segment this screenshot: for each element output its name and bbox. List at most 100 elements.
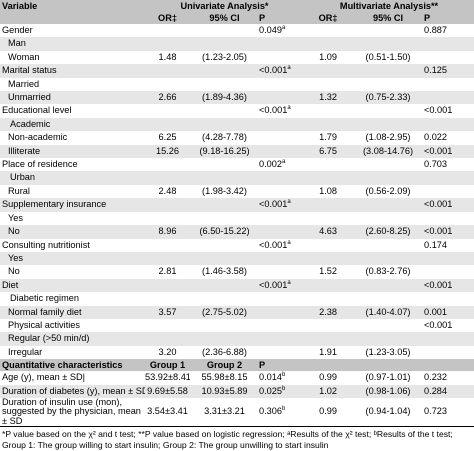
table-row: Yes xyxy=(0,251,474,266)
multivariate-ci xyxy=(352,104,425,118)
multivariate-or xyxy=(304,37,353,51)
multivariate-p xyxy=(424,91,474,105)
multivariate-p xyxy=(424,117,474,132)
row-label: Consulting nutritionist xyxy=(0,238,145,252)
univariate-or xyxy=(145,198,190,212)
univariate-p-superscript: a xyxy=(287,105,291,112)
univariate-p xyxy=(259,117,305,132)
multivariate-ci: (0.75-2.33) xyxy=(352,91,425,105)
multivariate-ci xyxy=(352,37,425,51)
univariate-or xyxy=(145,24,190,38)
table-row: Age (y), mean ± SD| 53.92±8.41 55.98±8.15 0… xyxy=(0,371,474,385)
multivariate-ci: (0.98-1.06) xyxy=(352,384,425,398)
header-univariate-or: OR‡ xyxy=(145,12,190,24)
row-label: Marital status xyxy=(0,64,145,78)
univariate-ci xyxy=(190,318,259,333)
univariate-p-superscript: b xyxy=(282,372,286,379)
univariate-or xyxy=(145,251,190,266)
univariate-p xyxy=(259,37,305,51)
multivariate-ci: (0.51-1.50) xyxy=(352,50,425,65)
multivariate-or: 1.32 xyxy=(304,91,353,105)
multivariate-or: 1.02 xyxy=(304,384,353,398)
univariate-p: <0.001a xyxy=(259,198,305,212)
univariate-p-value: <0.001 xyxy=(259,239,288,250)
table-row: Rural 2.48 (1.98-3.42) 1.08 (0.56-2.09) xyxy=(0,184,474,199)
univariate-p xyxy=(259,265,305,279)
row-label: Irregular xyxy=(0,345,145,360)
multivariate-p: <0.001 xyxy=(424,104,474,118)
univariate-or xyxy=(145,117,190,132)
univariate-p-superscript: a xyxy=(282,24,286,31)
header-blank xyxy=(352,359,425,372)
multivariate-ci: (1.08-2.95) xyxy=(352,131,425,145)
univariate-p: 0.049a xyxy=(259,24,305,38)
table-row: Illiterate 15.26 (9.18-16.25) 6.75 (3.08-14.… xyxy=(0,144,474,159)
univariate-p: <0.001a xyxy=(259,278,305,293)
multivariate-p-value: <0.001 xyxy=(424,319,453,330)
univariate-or xyxy=(145,211,190,226)
table-row: Gender 0.049a 0.887 xyxy=(0,24,474,38)
table-row: Unmarried 2.66 (1.89-4.36) 1.32 (0.75-2.33) xyxy=(0,91,474,105)
header-group-2: Group 2 xyxy=(190,359,259,372)
multivariate-ci xyxy=(352,77,425,92)
header-row-2: OR‡ 95% CI P OR‡ 95% CI P xyxy=(0,12,474,24)
multivariate-p: 0.001 xyxy=(424,305,474,319)
group-1-value: 3.54±3.41 xyxy=(145,397,190,427)
header-multivariate: Multivariate Analysis** xyxy=(304,0,474,12)
univariate-or xyxy=(145,238,190,252)
row-label: Duration of insulin use (mon), suggested… xyxy=(0,397,145,427)
univariate-ci: (6.50-15.22) xyxy=(190,225,259,239)
univariate-p xyxy=(259,171,305,185)
table-row: Regular (>50 min/d) xyxy=(0,332,474,346)
table-row: Physical activities <0.001 xyxy=(0,318,474,333)
univariate-or xyxy=(145,171,190,185)
multivariate-ci: (0.56-2.09) xyxy=(352,184,425,199)
multivariate-or: 1.52 xyxy=(304,265,353,279)
footnote-line-1: *P value based on the χ² and t test; **P… xyxy=(2,429,453,440)
results-table: Variable Univariate Analysis* Multivaria… xyxy=(0,0,474,427)
multivariate-p xyxy=(424,37,474,51)
univariate-ci: (9.18-16.25) xyxy=(190,144,259,159)
table-row: Place of residence 0.002a 0.703 xyxy=(0,158,474,172)
multivariate-ci xyxy=(352,292,425,306)
multivariate-p-value: 0.174 xyxy=(424,239,448,250)
table-row: Yes xyxy=(0,211,474,226)
multivariate-p: 0.723 xyxy=(424,397,474,427)
multivariate-p xyxy=(424,265,474,279)
univariate-ci xyxy=(190,332,259,346)
multivariate-or xyxy=(304,292,353,306)
table-row: Duration of insulin use (mon), suggested… xyxy=(0,397,474,427)
quantitative-header-row: Quantitative characteristics Group 1 Group… xyxy=(0,359,474,372)
univariate-p-value: <0.001 xyxy=(259,105,288,116)
univariate-or xyxy=(145,292,190,306)
row-label: No xyxy=(0,265,145,279)
univariate-or xyxy=(145,77,190,92)
multivariate-p-value: <0.001 xyxy=(424,105,453,116)
univariate-p-superscript: a xyxy=(287,199,291,206)
univariate-ci xyxy=(190,24,259,38)
univariate-p-superscript: a xyxy=(282,159,286,165)
table-row: Married xyxy=(0,77,474,92)
univariate-ci xyxy=(190,171,259,185)
group-2-value: 10.93±5.89 xyxy=(190,384,259,398)
univariate-p: 0.306b xyxy=(259,397,305,427)
univariate-p-value: <0.001 xyxy=(259,65,288,76)
quantitative-header-label: Quantitative characteristics xyxy=(0,359,145,372)
univariate-or: 2.81 xyxy=(145,265,190,279)
multivariate-p: 0.022 xyxy=(424,131,474,145)
univariate-p-superscript: a xyxy=(287,279,291,286)
univariate-p: <0.001a xyxy=(259,64,305,78)
multivariate-p xyxy=(424,171,474,185)
multivariate-p-value: 0.022 xyxy=(424,132,448,143)
multivariate-ci xyxy=(352,158,425,172)
univariate-ci xyxy=(190,292,259,306)
univariate-p-superscript: a xyxy=(287,65,291,72)
univariate-or: 15.26 xyxy=(145,144,190,159)
univariate-ci xyxy=(190,251,259,266)
header-quant-p: P xyxy=(259,359,305,372)
multivariate-or: 1.79 xyxy=(304,131,353,145)
univariate-p xyxy=(259,91,305,105)
univariate-or xyxy=(145,278,190,293)
table-row: Non-academic 6.25 (4.28-7.78) 1.79 (1.08-2.9… xyxy=(0,131,474,145)
univariate-or: 2.48 xyxy=(145,184,190,199)
